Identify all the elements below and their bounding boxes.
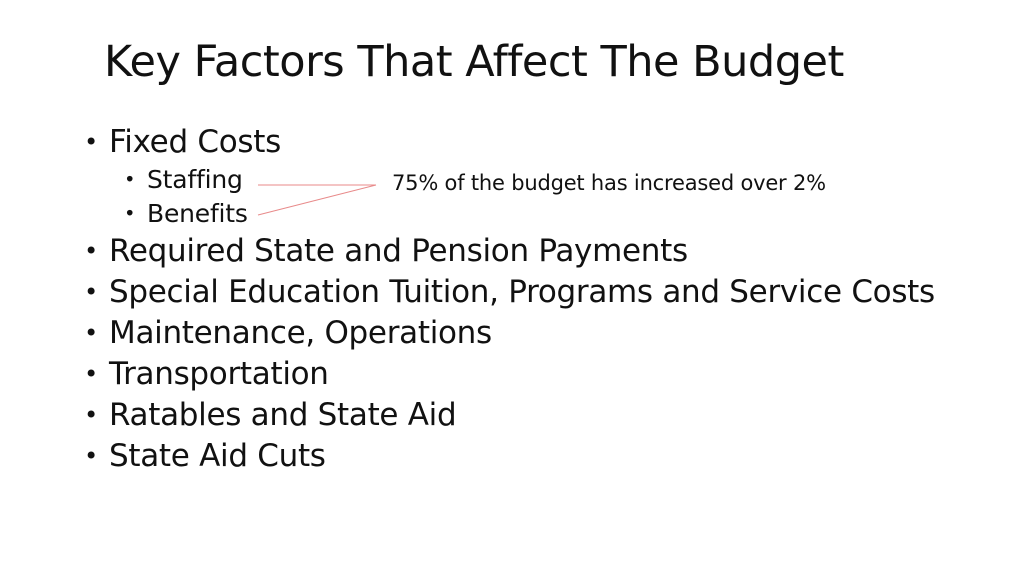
bullet-marker: • [84, 278, 98, 306]
bullet-text: Maintenance, Operations [109, 315, 492, 351]
bullet-marker: • [124, 168, 136, 191]
bullet-marker: • [84, 237, 98, 265]
bullet-marker: • [84, 128, 98, 156]
bullet-marker: • [84, 401, 98, 429]
bullet-text: Ratables and State Aid [109, 397, 457, 433]
bullet-transportation: • Transportation [84, 354, 935, 395]
bullet-benefits: • Benefits [84, 197, 935, 231]
bullet-text: Special Education Tuition, Programs and … [109, 274, 935, 310]
bullet-ratables: • Ratables and State Aid [84, 395, 935, 436]
bullet-maintenance: • Maintenance, Operations [84, 313, 935, 354]
bullet-marker: • [84, 319, 98, 347]
slide-title: Key Factors That Affect The Budget [104, 37, 844, 87]
bullet-text: State Aid Cuts [109, 438, 326, 474]
bullet-marker: • [124, 202, 136, 225]
bullet-text: Required State and Pension Payments [109, 233, 688, 269]
bullet-staffing: • Staffing [84, 163, 935, 197]
bullet-state-pension: • Required State and Pension Payments [84, 231, 935, 272]
annotation-text: 75% of the budget has increased over 2% [392, 171, 826, 195]
bullet-fixed-costs: • Fixed Costs [84, 122, 935, 163]
bullet-special-education: • Special Education Tuition, Programs an… [84, 272, 935, 313]
bullet-marker: • [84, 442, 98, 470]
bullet-text: Staffing [147, 165, 243, 194]
bullet-text: Benefits [147, 199, 248, 228]
bullet-marker: • [84, 360, 98, 388]
bullet-text: Fixed Costs [109, 124, 281, 160]
bullet-list: • Fixed Costs • Staffing • Benefits • Re… [84, 122, 935, 477]
bullet-state-aid-cuts: • State Aid Cuts [84, 436, 935, 477]
bullet-text: Transportation [109, 356, 329, 392]
